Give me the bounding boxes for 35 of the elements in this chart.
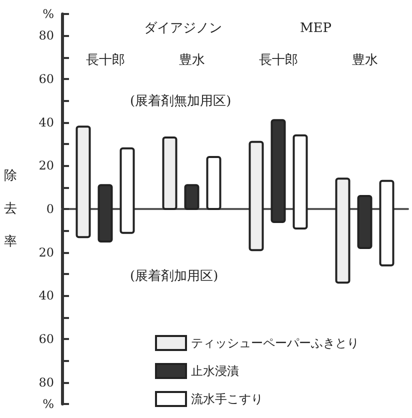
bar bbox=[270, 119, 286, 223]
y-tick-label: 20 bbox=[38, 158, 54, 173]
x-tick-label: 豊水 bbox=[352, 53, 378, 68]
y-tick-label: % bbox=[42, 7, 54, 21]
bar bbox=[162, 136, 178, 210]
bar bbox=[120, 147, 135, 234]
annotation: ダイアジノン bbox=[144, 21, 222, 36]
y-tick-label: 80 bbox=[38, 28, 54, 43]
y-tick-label: 20 bbox=[38, 245, 54, 260]
annotation: (展着剤無加用区) bbox=[130, 93, 232, 109]
x-tick-label: 長十郎 bbox=[86, 52, 125, 68]
legend-label: 流水手こすり bbox=[191, 392, 263, 406]
text: 除去率 bbox=[4, 168, 17, 250]
bar bbox=[184, 184, 200, 210]
bar bbox=[292, 134, 308, 230]
annotation: MEP bbox=[300, 21, 332, 36]
legend-label: 止水浸漬 bbox=[191, 364, 239, 378]
bar bbox=[206, 156, 222, 210]
x-tick-label: 長十郎 bbox=[258, 52, 298, 68]
x-tick-label: 豊水 bbox=[178, 53, 205, 68]
bar bbox=[76, 126, 91, 238]
y-tick-label: 40 bbox=[38, 115, 54, 130]
bar bbox=[379, 180, 394, 266]
y-tick-label: 60 bbox=[38, 332, 54, 346]
y-tick-label: 60 bbox=[38, 72, 54, 86]
bar bbox=[248, 140, 264, 252]
y-tick-label: % bbox=[42, 397, 54, 411]
bar bbox=[335, 178, 350, 284]
bar bbox=[98, 184, 113, 242]
annotation: (展着剤加用区) bbox=[130, 268, 218, 284]
bar bbox=[357, 195, 372, 249]
legend-label: ティッシューペーパーふきとり bbox=[191, 336, 359, 350]
y-tick-label: 0 bbox=[46, 202, 54, 216]
y-tick-label: 80 bbox=[38, 375, 54, 390]
y-tick-label: 40 bbox=[38, 288, 54, 303]
